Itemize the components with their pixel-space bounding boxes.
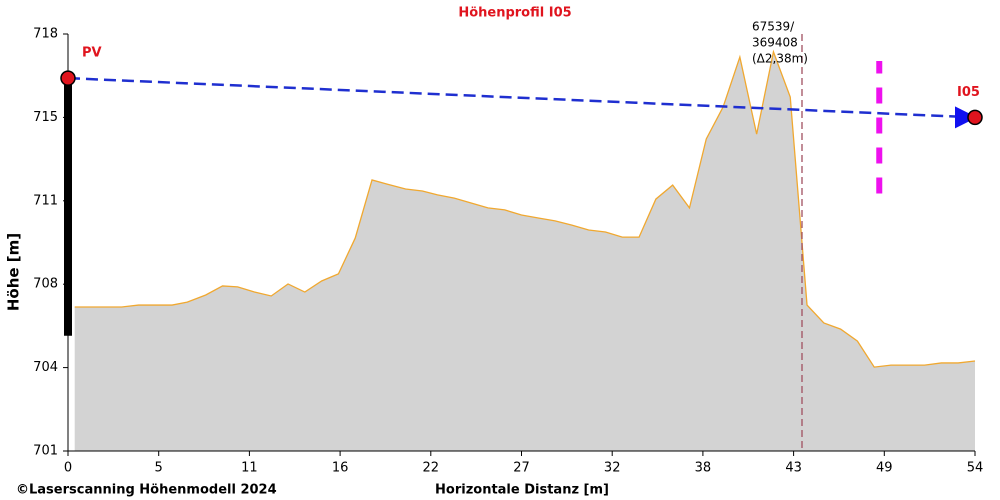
x-tick-label: 0 [64, 461, 72, 476]
y-tick-label: 704 [33, 360, 58, 375]
y-tick-label: 711 [33, 193, 58, 208]
x-tick-label: 38 [695, 461, 712, 476]
x-tick-label: 49 [876, 461, 893, 476]
y-tick-label: 701 [33, 444, 58, 459]
sight-endpoint [967, 109, 983, 126]
x-tick-label: 27 [513, 461, 530, 476]
terrain-area [74, 51, 976, 452]
endpoint-label: I05 [957, 85, 980, 100]
y-axis-label: Höhe [m] [5, 233, 23, 311]
x-tick-label: 5 [155, 461, 163, 476]
sight-line [67, 76, 976, 119]
y-tick-label: 715 [33, 110, 58, 125]
sight-endpoint [60, 70, 76, 86]
cursor-annotation: 369408 [752, 36, 798, 50]
x-axis-label: Horizontale Distanz [m] [435, 483, 609, 498]
x-tick-label: 16 [332, 461, 349, 476]
terrain-line [74, 49, 976, 368]
target-arrow [955, 106, 977, 129]
cursor-annotation: (Δ2,38m) [752, 52, 808, 66]
x-tick-label: 32 [604, 461, 621, 476]
endpoint-label: PV [82, 46, 102, 61]
y-tick-label: 718 [33, 27, 58, 42]
x-tick-label: 54 [967, 461, 984, 476]
x-tick-label: 43 [785, 461, 802, 476]
cursor-annotation: 67539/ [752, 20, 795, 34]
footer: ©Laserscanning Höhenmodell 2024 [16, 483, 277, 498]
x-tick-label: 22 [423, 461, 440, 476]
x-tick-label: 11 [241, 461, 258, 476]
y-tick-label: 708 [33, 277, 58, 292]
chart-title: Höhenprofil I05 [458, 6, 571, 21]
